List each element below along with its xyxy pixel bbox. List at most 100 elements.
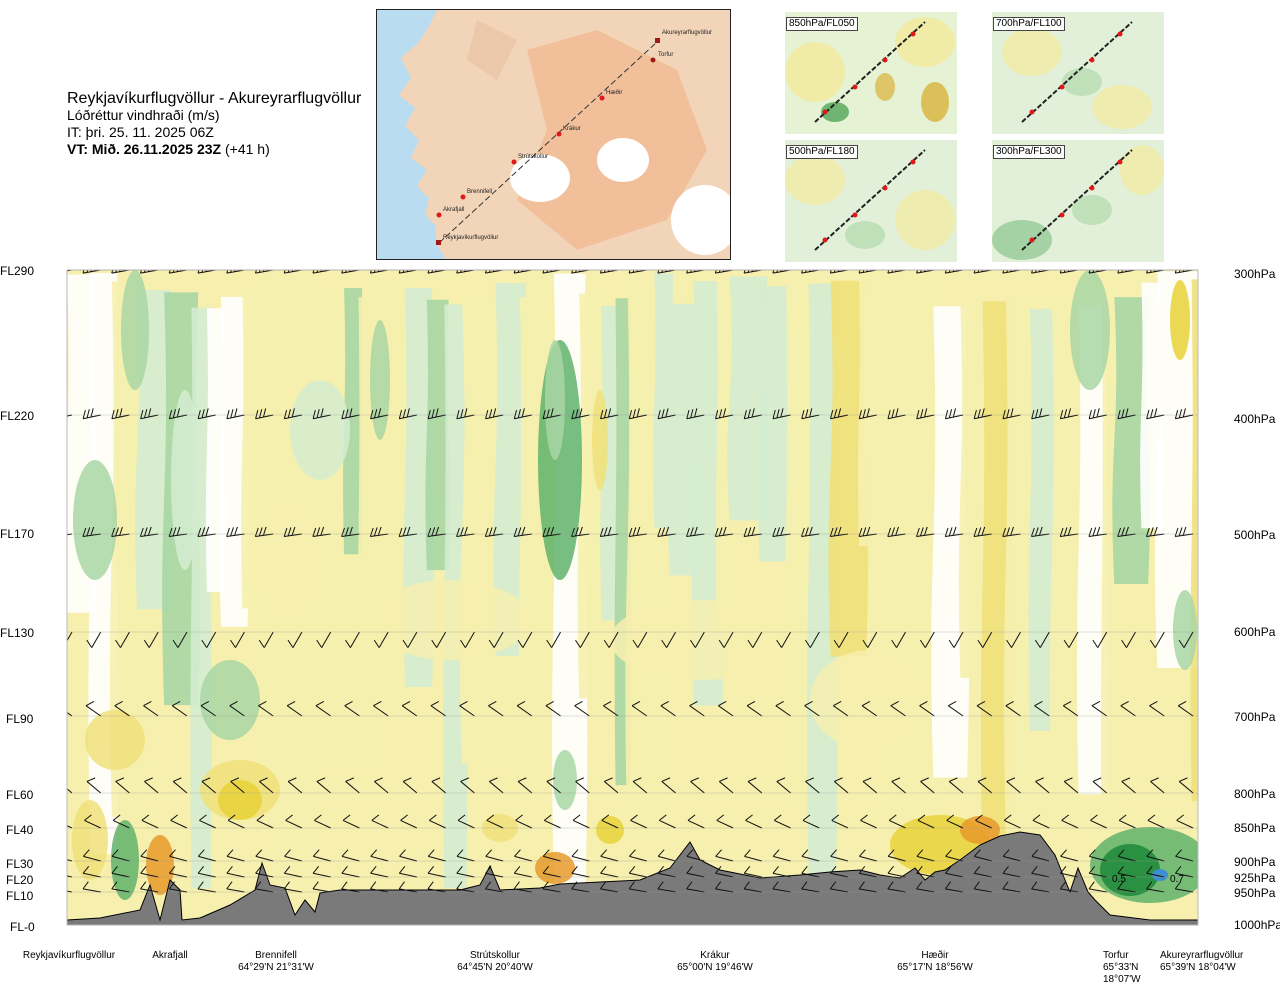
wind-barb-feather	[945, 865, 952, 874]
wind-barb-feather	[1149, 527, 1154, 537]
wind-barb-feather	[427, 849, 435, 857]
valid-time-label: VT: Mið. 26.11.2025 23Z	[67, 141, 222, 157]
wind-barb	[1006, 777, 1021, 794]
wind-barb-feather	[830, 849, 837, 857]
wind-barb-feather	[460, 270, 464, 273]
wind-barb-feather	[485, 881, 492, 890]
wind-barb-feather	[716, 814, 725, 821]
wind-barb	[887, 865, 906, 878]
wind-barb-feather	[977, 270, 982, 273]
wind-barb	[1088, 865, 1107, 878]
wind-barb-feather	[600, 881, 607, 890]
wind-barb-feather	[398, 881, 405, 890]
wind-barb-feather	[946, 814, 955, 821]
wind-barb-feather	[833, 700, 842, 707]
wind-barb-shaft	[399, 872, 418, 878]
wind-barb-feather	[743, 865, 751, 874]
wind-barb-feather	[431, 777, 441, 782]
wind-barb-feather	[291, 408, 295, 418]
wind-barb-shaft	[1005, 705, 1021, 717]
wind-barb-shaft	[545, 705, 561, 717]
wind-barb	[1006, 631, 1021, 648]
wind-barb-shaft	[67, 705, 73, 717]
wind-barb-feather	[488, 527, 493, 537]
wind-barb	[486, 814, 504, 829]
wind-barb-feather	[775, 700, 784, 707]
wind-barb-shaft	[948, 781, 964, 794]
wind-barb-feather	[86, 270, 90, 273]
wind-barb	[341, 408, 360, 420]
thumbnail-700hpa[interactable]: 700hPa/FL100	[992, 12, 1164, 134]
wind-barb-feather	[805, 270, 809, 273]
wind-barb	[374, 777, 389, 794]
wind-barb-feather	[314, 814, 322, 821]
wind-barb-feather	[772, 865, 779, 874]
wind-barb-feather	[140, 849, 148, 857]
wind-barb	[542, 865, 561, 878]
wind-barb-feather	[1067, 408, 1071, 418]
station-label: Reykjavíkurflugvöllur	[443, 235, 498, 241]
wind-barb-feather	[1125, 408, 1129, 418]
wind-barb	[686, 408, 705, 420]
wind-barb-shaft	[341, 855, 360, 862]
wind-barb-shaft	[686, 888, 705, 893]
thumbnail-300hpa[interactable]: 300hPa/FL300	[992, 140, 1164, 262]
wind-barb-feather	[1034, 527, 1039, 537]
wind-barb-shaft	[973, 888, 992, 893]
field-band	[600, 305, 621, 621]
thumbnail-850hpa[interactable]: 850hPa/FL050	[785, 12, 957, 134]
wind-barb	[169, 849, 188, 862]
wind-barb-shaft	[485, 533, 504, 538]
wind-barb-shaft	[571, 872, 590, 878]
wind-barb	[544, 814, 561, 829]
wind-barbs	[67, 270, 1194, 893]
wind-barb-shaft	[148, 631, 159, 648]
wind-barb-feather	[111, 849, 119, 857]
wind-barb-feather	[176, 408, 180, 418]
wind-barb	[226, 408, 245, 420]
wind-barb-feather	[201, 777, 211, 782]
wind-barb-feather	[916, 865, 923, 874]
wind-barb-feather	[973, 409, 977, 419]
wind-barb	[316, 777, 332, 794]
wind-barb-shaft	[1002, 533, 1021, 538]
wind-barb-feather	[976, 700, 986, 707]
wind-barb-feather	[718, 270, 723, 273]
thumbnail-500hpa[interactable]: 500hPa/FL180	[785, 140, 957, 262]
wind-barb-feather	[460, 777, 470, 782]
wind-barb-shaft	[574, 705, 590, 717]
wind-barb-shaft	[579, 631, 590, 648]
wind-barb	[718, 700, 734, 717]
wind-barb-feather	[485, 865, 492, 874]
hpa-label: 500hPa	[1234, 528, 1276, 542]
wind-barb	[456, 849, 475, 862]
wind-barb-feather	[230, 270, 234, 273]
wind-barb-feather	[858, 409, 862, 419]
wind-barb	[370, 408, 389, 420]
wind-barb	[601, 814, 619, 829]
wind-barb-shaft	[1063, 781, 1079, 794]
wind-barb-shaft	[171, 705, 188, 717]
wind-barb	[456, 865, 475, 878]
wind-barb	[140, 408, 159, 420]
wind-barb-feather	[226, 409, 230, 419]
wind-barb-feather	[801, 881, 808, 890]
wind-barb-feather	[1035, 777, 1044, 782]
wind-barb-shaft	[887, 270, 906, 274]
wind-barb	[860, 814, 878, 829]
wind-barb-feather	[1146, 881, 1153, 890]
wind-barb-feather	[891, 527, 896, 537]
wind-barb-feather	[1063, 639, 1070, 648]
wind-barb	[312, 408, 331, 420]
wind-barb-feather	[513, 270, 518, 274]
wind-barb-feather	[459, 700, 468, 707]
wind-barb-shaft	[946, 819, 964, 829]
wind-barb-shaft	[206, 631, 217, 648]
wind-barb-feather	[456, 865, 463, 874]
wind-barb-feather	[949, 777, 958, 782]
wind-barb-shaft	[456, 872, 475, 878]
wind-barb-shaft	[428, 855, 446, 862]
wind-barb-feather	[632, 777, 642, 782]
wind-barb-feather	[919, 639, 926, 648]
wind-barb-feather	[1092, 527, 1097, 537]
